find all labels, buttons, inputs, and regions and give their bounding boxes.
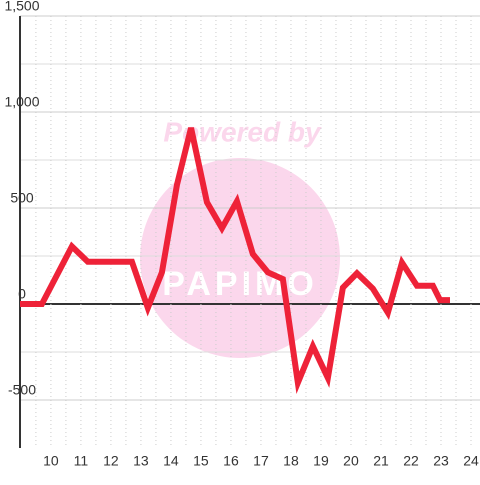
x-tick-label: 21 [373, 453, 389, 469]
watermark-logo: PAPIMO [162, 265, 318, 303]
x-tick-label: 24 [463, 453, 479, 469]
x-tick-label: 23 [433, 453, 449, 469]
watermark-circle [140, 158, 340, 358]
line [20, 127, 450, 395]
x-tick-label: 12 [103, 453, 119, 469]
x-tick-label: 15 [193, 453, 209, 469]
y-tick-label: 500 [10, 190, 34, 206]
y-tick-label: 1,500 [4, 0, 39, 14]
x-tick-label: 11 [74, 453, 89, 469]
x-tick-label: 13 [133, 453, 149, 469]
x-tick-label: 10 [43, 453, 59, 469]
x-tick-label: 14 [163, 453, 179, 469]
x-tick-label: 16 [223, 453, 239, 469]
x-tick-label: 22 [403, 453, 419, 469]
y-tick-label: 0 [18, 286, 26, 302]
x-tick-label: 19 [313, 453, 329, 469]
x-tick-label: 18 [283, 453, 299, 469]
y-tick-label: 1,000 [4, 94, 39, 110]
x-tick-label: 17 [253, 453, 269, 469]
y-tick-label: -500 [8, 382, 36, 398]
x-tick-label: 20 [343, 453, 359, 469]
